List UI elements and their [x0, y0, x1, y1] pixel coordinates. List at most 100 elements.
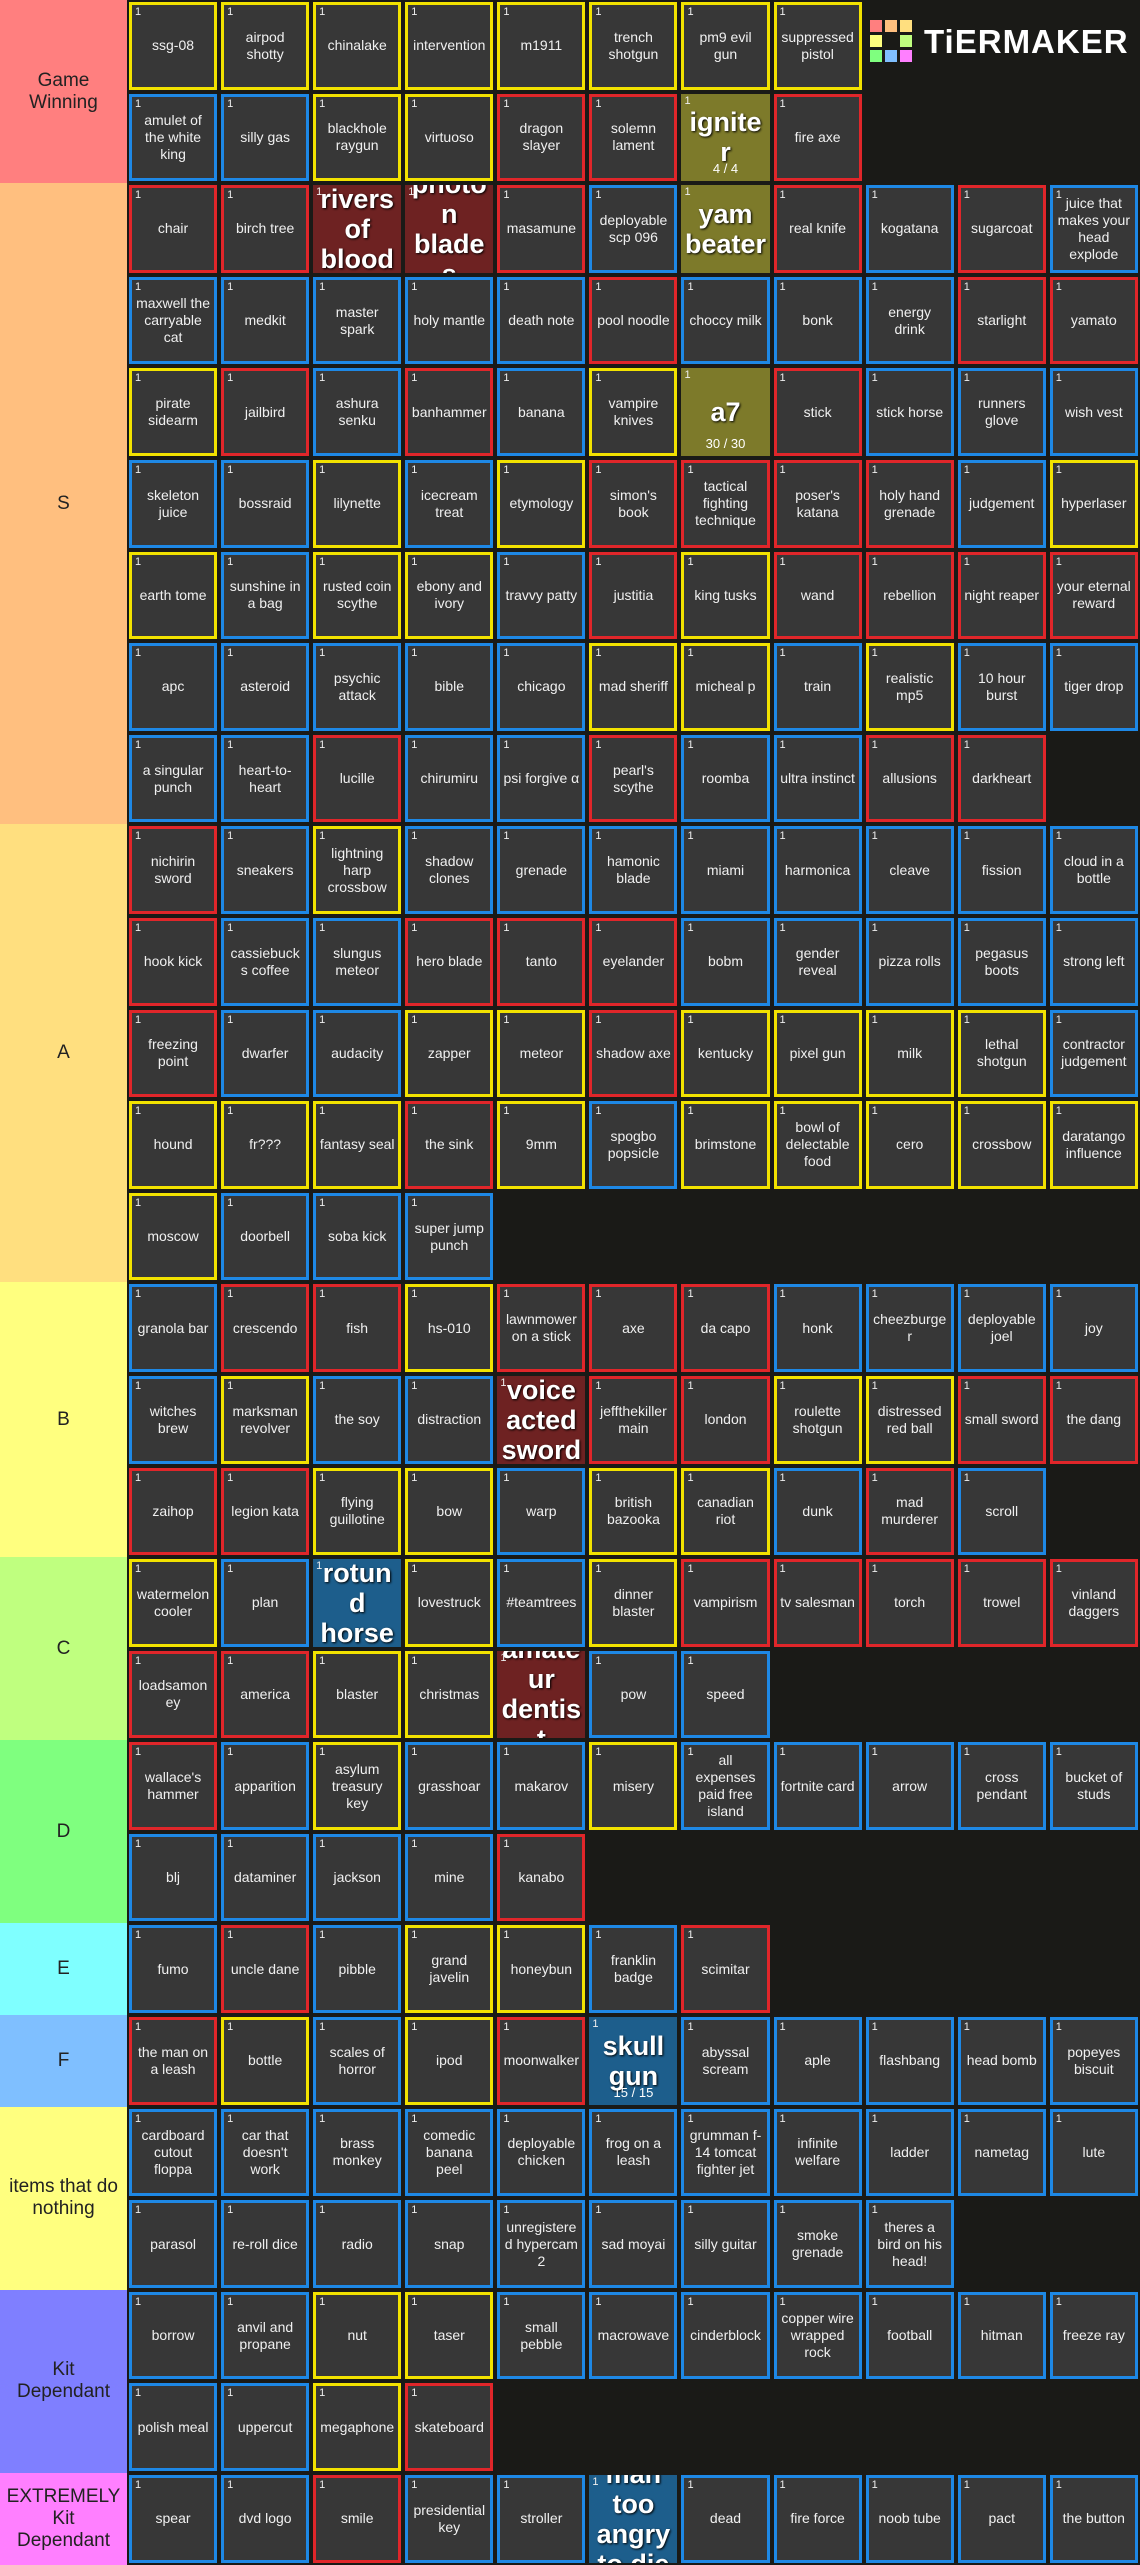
tile-cell: 1 airpod shotty	[219, 0, 311, 92]
tile: 1 wish vest	[1049, 368, 1138, 456]
tile-cell: 1 jeffthekiller main	[587, 1374, 679, 1466]
tile-progress: 15 / 15	[613, 2084, 654, 2100]
tile: 1 deployable scp 096	[589, 185, 678, 273]
tile-label: pearl's scythe	[613, 761, 654, 795]
tile-label: vampire knives	[608, 395, 659, 429]
tile-count: 1	[1055, 1563, 1062, 1576]
tile: 1 stick horse	[865, 368, 954, 456]
tile-cell: 1 hs-010	[403, 1282, 495, 1374]
tile: 1 kanabo	[497, 1833, 586, 1922]
tile-cell: 1 christmas	[403, 1649, 495, 1741]
tile-cell: 1 birch tree	[219, 183, 311, 275]
tile-count: 1	[227, 97, 234, 110]
tile-count: 1	[135, 2112, 142, 2125]
tile-label: popeyes biscuit	[1067, 2043, 1121, 2077]
tile-count: 1	[1055, 1013, 1062, 1026]
tile-count: 1	[687, 1379, 694, 1392]
tile-count: 1	[871, 280, 878, 293]
tile-count: 1	[871, 1105, 878, 1118]
tile-cell: 1 psi forgive α	[495, 733, 587, 825]
tile: 1 taser	[405, 2291, 494, 2380]
tile-cell: 1 doorbell	[219, 1191, 311, 1283]
tile: 1 rivers of blood	[313, 185, 402, 273]
tile-count: 1	[411, 830, 418, 843]
tile-label: ashura senku	[335, 395, 379, 429]
tile: 1 starlight	[957, 276, 1046, 365]
tile: 1 intervention	[405, 2, 494, 90]
tile-label: fission	[981, 861, 1022, 878]
tile-label: bottle	[247, 2052, 283, 2069]
tile-cell: 1 earth tome	[127, 550, 219, 642]
tile: 1 moscow	[129, 1192, 218, 1281]
tile-cell: 1 watermelon cooler	[127, 1557, 219, 1649]
tile-label: infinite welfare	[795, 2135, 841, 2169]
tile-label: sugarcoat	[971, 220, 1033, 237]
tile-label: chinalake	[327, 37, 387, 54]
tile: 1 british bazooka	[589, 1467, 678, 1556]
tile: 1 scales of horror	[313, 2017, 402, 2105]
tile-label: loadsamoney	[138, 1677, 208, 1711]
tile: 1 flying guillotine	[313, 1467, 402, 1556]
tile: 1 sneakers	[221, 826, 310, 914]
tile-cell: 1photon blades	[403, 183, 495, 275]
tile-count: 1	[779, 280, 786, 293]
tile-label: fr???	[249, 1136, 282, 1153]
tile-cell: 1 grumman f-14 tomcat fighter jet	[679, 2107, 771, 2199]
tile-count: 1	[227, 1654, 234, 1667]
tile-label: scroll	[985, 1502, 1019, 1519]
tile-cell: 1 chair	[127, 183, 219, 275]
tile-count: 1	[1055, 1105, 1062, 1118]
tile: 1 nichirin sword	[129, 826, 218, 914]
tile-cell: 1 dinner blaster	[587, 1557, 679, 1649]
tile-cell: 1 wish vest	[1048, 366, 1140, 458]
tile-count: 1	[227, 2479, 234, 2492]
tier-items: 1 borrow 1 anvil and propane 1 nut 1 taser 1 smal…	[127, 2290, 1140, 2473]
tile-cell: 1 harmonica	[772, 824, 864, 916]
tile: 1 cassiebucks coffee	[221, 917, 310, 1006]
tile-count: 1	[1055, 189, 1062, 202]
tile-count: 1	[687, 2295, 694, 2308]
tile-label: sneakers	[236, 861, 294, 878]
tile-label: pm9 evil gun	[699, 28, 752, 62]
tile-label: birch tree	[235, 220, 295, 237]
tile-count: 1	[319, 1196, 326, 1209]
tile-cell: 1 choccy milk	[679, 275, 771, 367]
tile-label: honeybun	[510, 1960, 573, 1977]
tile-cell: 1 shadow axe	[587, 1008, 679, 1100]
tile-cell: 1 joy	[1048, 1282, 1140, 1374]
tile-label: judgement	[969, 495, 1035, 512]
tile-count: 1	[319, 1837, 326, 1850]
tile-count: 1	[319, 6, 326, 18]
tile: 1 small pebble	[497, 2291, 586, 2380]
tile: 1 lovestruck	[405, 1559, 494, 1647]
tile-cell: 1 holy hand grenade	[864, 458, 956, 550]
tile-label: medkit	[244, 312, 286, 329]
tile-cell: 1 mad murderer	[864, 1466, 956, 1558]
tile-count: 1	[687, 1105, 694, 1118]
tile-count: 1	[411, 1563, 418, 1576]
tile-label: the man on a leash	[138, 2043, 209, 2077]
tile-label: your eternal reward	[1056, 578, 1131, 612]
tile-cell: 1 dvd logo	[219, 2473, 311, 2565]
tile-cell: 1 roomba	[679, 733, 771, 825]
tile: 1 sugarcoat	[957, 185, 1046, 273]
tile-label: noob tube	[878, 2510, 941, 2527]
tile-label: pegasus boots	[975, 944, 1029, 978]
tile: 1 hitman	[957, 2291, 1046, 2380]
tile-count: 1	[135, 1379, 142, 1392]
tier-label: D	[0, 1740, 127, 1924]
tile-count: 1	[779, 1746, 786, 1759]
tile-count: 1	[595, 1471, 602, 1484]
tile-cell: 1 smoke grenade	[772, 2198, 864, 2290]
tile-cell: 1 franklin badge	[587, 1923, 679, 2015]
tile-label: pool noodle	[597, 312, 670, 329]
tile-cell: 1 witches brew	[127, 1374, 219, 1466]
tile-cell: 1 unregistered hypercam 2	[495, 2198, 587, 2290]
tile-label: wish vest	[1065, 403, 1123, 420]
tile-label: honk	[802, 1319, 833, 1336]
tile-count: 1	[135, 1563, 142, 1576]
tile: 1 scroll	[957, 1467, 1046, 1556]
tile-label: skull gun	[602, 2030, 665, 2091]
tile: 1 simon's book	[589, 459, 678, 548]
